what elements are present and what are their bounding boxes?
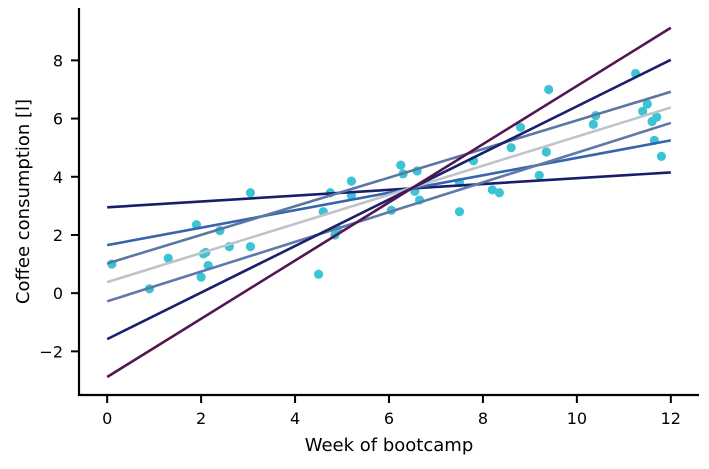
x-tick-label: 12: [661, 409, 681, 428]
scatter-point: [163, 253, 173, 263]
y-tick-label: 0: [53, 284, 63, 303]
x-axis-ticks: 0 2 4 6 8 10 12: [102, 395, 681, 428]
regression-line: [107, 171, 671, 209]
scatter-point: [652, 112, 662, 122]
y-axis-ticks: −2 0 2 4 6 8: [39, 51, 79, 361]
regression-line: [106, 58, 672, 341]
scatter-point: [487, 185, 497, 195]
y-tick-label: −2: [39, 342, 63, 361]
x-tick-label: 8: [478, 409, 488, 428]
y-tick-label: 2: [53, 226, 63, 245]
scatter-point: [588, 119, 598, 129]
x-tick-label: 10: [567, 409, 587, 428]
scatter-point: [396, 160, 406, 170]
scatter-point: [454, 207, 465, 217]
y-tick-label: 4: [53, 168, 63, 187]
x-tick-label: 0: [102, 409, 112, 428]
regression-line: [106, 106, 672, 284]
y-tick-label: 6: [53, 110, 63, 129]
scatter-point: [515, 122, 526, 132]
scatter-point: [541, 147, 551, 157]
scatter-point: [245, 242, 256, 252]
scatter-point: [534, 170, 544, 180]
x-tick-label: 2: [196, 409, 206, 428]
scatter-point: [506, 143, 516, 153]
y-axis-label: Coffee consumption [l]: [13, 99, 34, 304]
regression-line: [106, 26, 672, 379]
x-tick-label: 4: [290, 409, 300, 428]
x-axis-label: Week of bootcamp: [305, 435, 474, 456]
y-tick-label: 8: [53, 51, 63, 70]
scatter-point: [494, 188, 504, 198]
scatter-point: [544, 84, 554, 95]
scatter-point: [313, 269, 324, 279]
axes: 0 2 4 6 8 10 12 −2 0 2 4 6 8 Week of bootcamp Coffe…: [13, 8, 699, 456]
scatter-point: [642, 99, 652, 109]
scatter-point: [245, 188, 256, 198]
regression-line: [106, 121, 672, 303]
scatter-point: [196, 272, 206, 282]
regression-line: [106, 139, 672, 247]
regression-line: [106, 90, 672, 265]
scatter-point: [656, 151, 667, 161]
data-marks: [106, 26, 672, 379]
scatter-point: [638, 106, 648, 116]
scatter-point: [346, 176, 357, 186]
x-tick-label: 6: [384, 409, 394, 428]
